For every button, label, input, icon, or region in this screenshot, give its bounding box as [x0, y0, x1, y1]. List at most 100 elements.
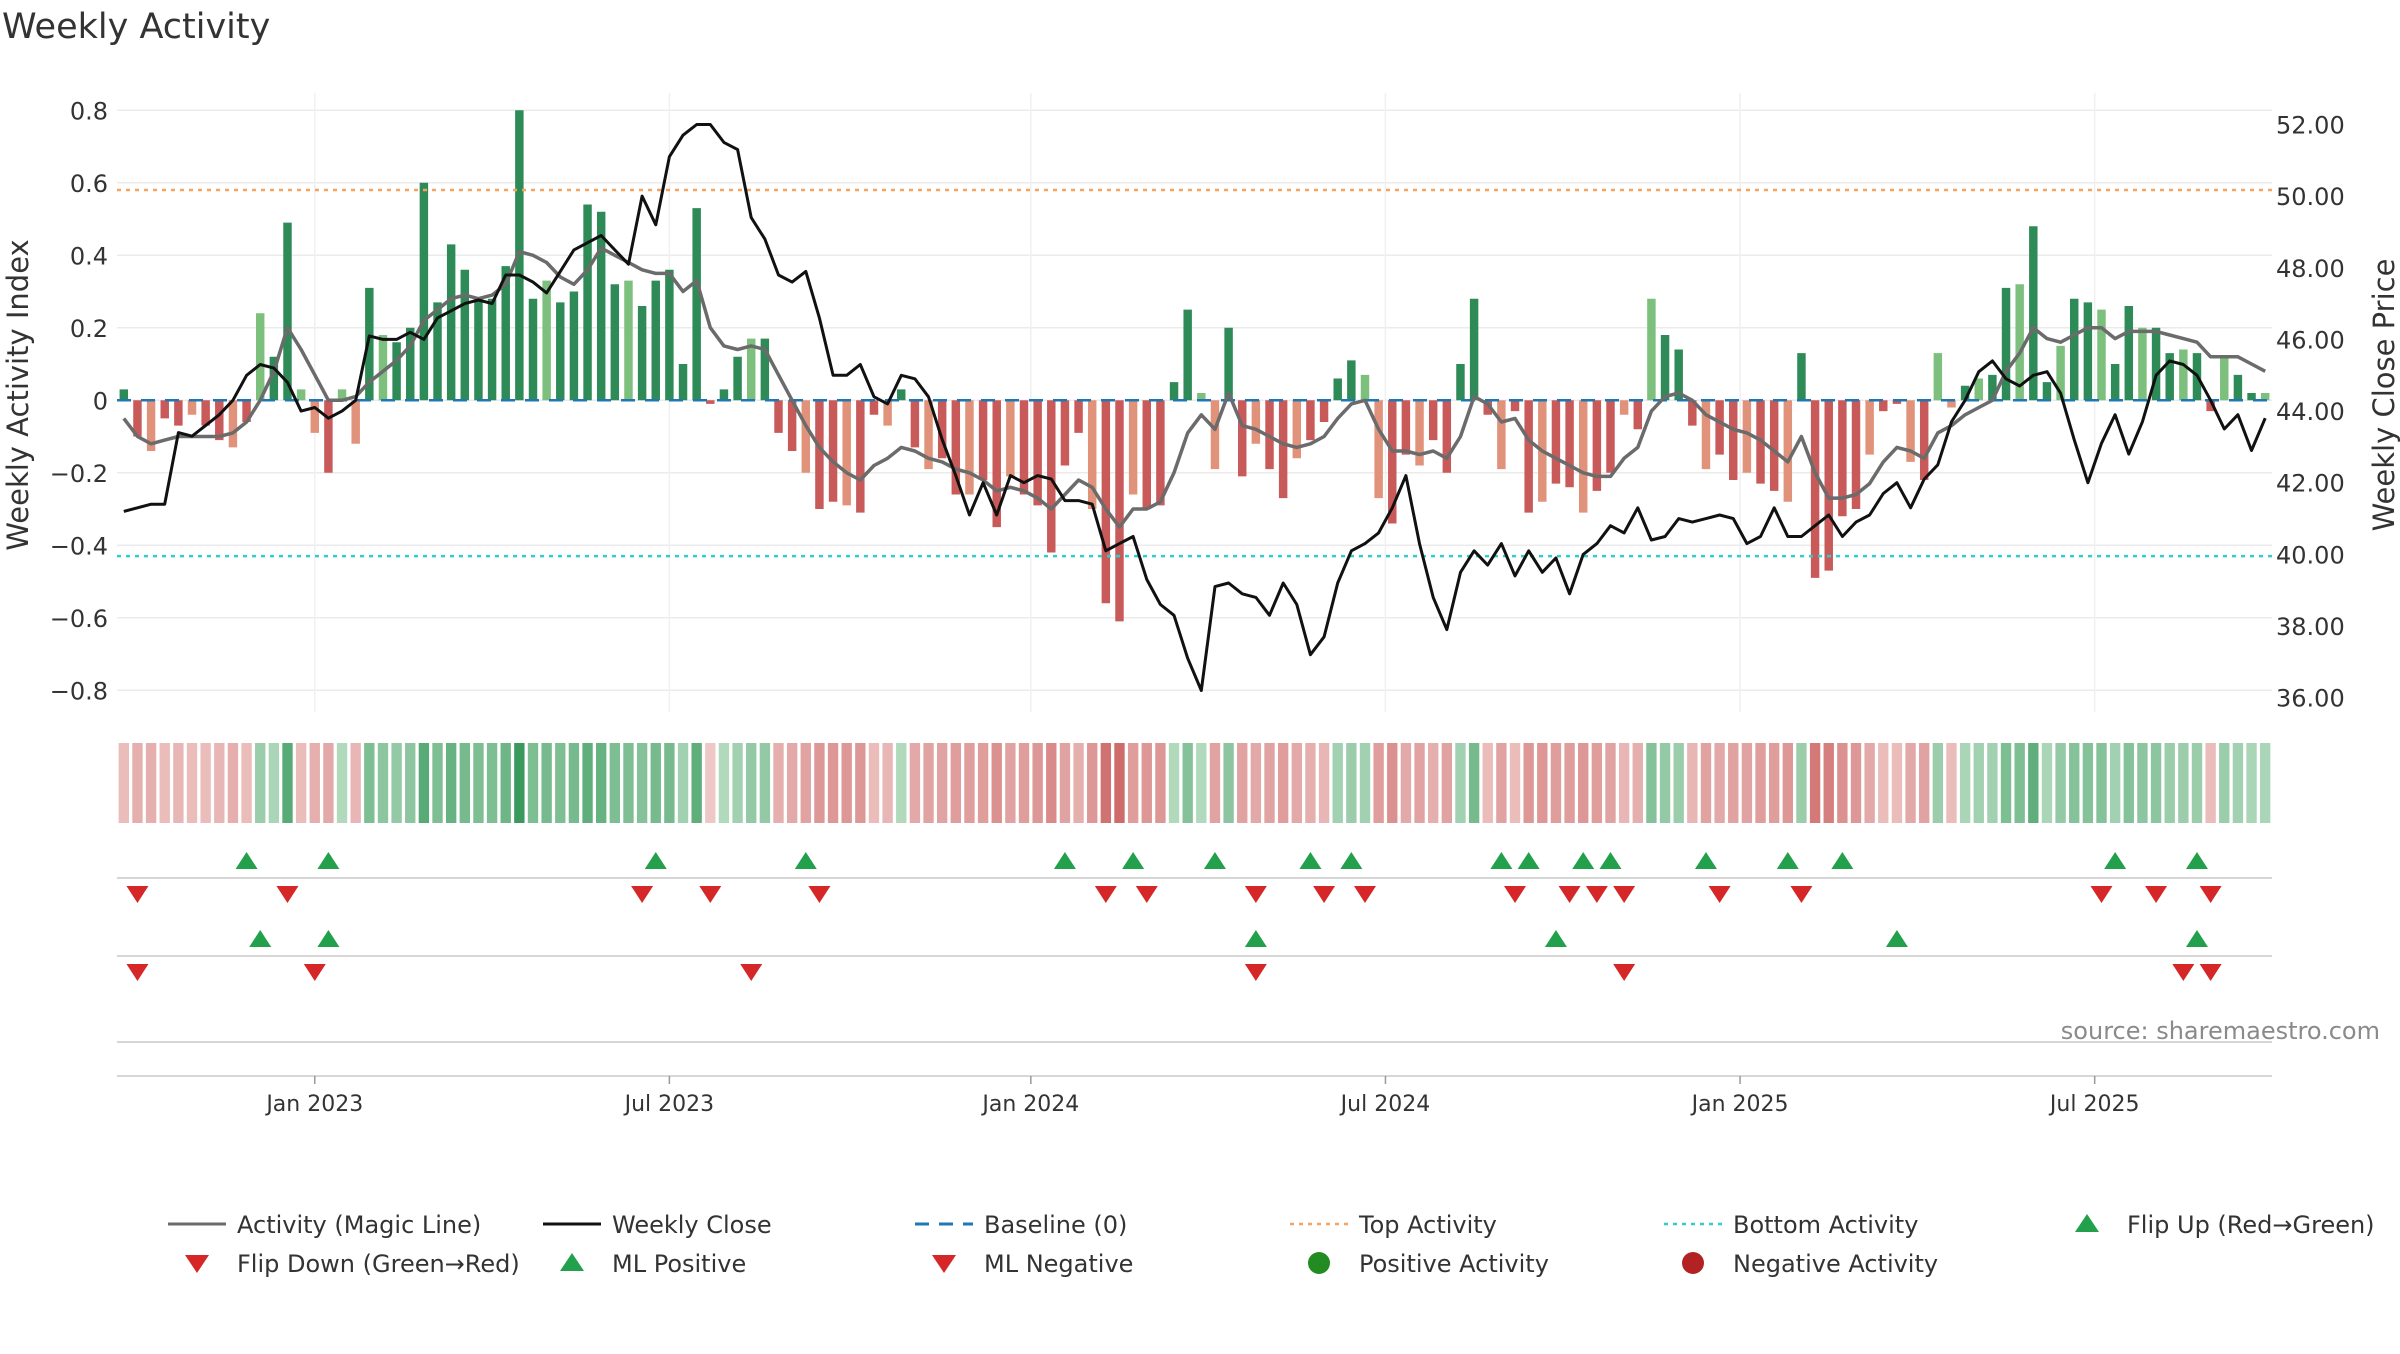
heat-strip-cell [1891, 743, 1903, 823]
activity-bar [1360, 374, 1370, 401]
heat-strip-cell [336, 743, 348, 823]
heat-strip-cell [1809, 743, 1821, 823]
flip-down-marker [1708, 886, 1731, 903]
activity-bar [556, 302, 565, 401]
activity-bar [1742, 400, 1752, 473]
heat-strip-cell [377, 743, 389, 823]
flip-down-marker [1313, 886, 1336, 903]
activity-bar [2247, 393, 2256, 401]
legend-label: Flip Up (Red→Green) [2127, 1211, 2375, 1239]
heat-strip-cell [500, 743, 511, 823]
flip-up-marker [235, 852, 258, 869]
activity-bar [187, 400, 197, 415]
ml-negative-marker [2172, 964, 2195, 981]
heat-strip-cell [1209, 743, 1221, 823]
flip-down-marker [1353, 886, 1376, 903]
legend-swatch [932, 1255, 956, 1273]
heat-strip-cell [732, 743, 743, 823]
heat-strip-cell [1591, 743, 1603, 823]
activity-bar [1674, 349, 1683, 401]
flip-up-marker [317, 852, 340, 869]
heat-strip-cell [2259, 743, 2271, 823]
heat-strip-cell [1550, 743, 1562, 823]
activity-bar [2097, 309, 2106, 401]
right-tick-label: 42.00 [2276, 470, 2345, 498]
activity-bar [255, 313, 265, 401]
heat-strip-cell [1182, 743, 1193, 823]
activity-bar [733, 356, 742, 401]
activity-bar [1524, 400, 1533, 513]
flip-down-marker [2145, 886, 2168, 903]
flip-up-marker [1831, 852, 1854, 869]
flip-down-marker [1790, 886, 1813, 903]
left-tick-label: −0.6 [50, 605, 108, 633]
flip-up-marker [2185, 852, 2208, 869]
activity-bar [1729, 400, 1738, 480]
activity-bar [787, 400, 797, 451]
heat-strip-cell [800, 743, 811, 823]
activity-bar [1715, 400, 1724, 455]
activity-bar [637, 306, 647, 401]
activity-bar [610, 284, 620, 401]
activity-bar [1442, 400, 1452, 473]
activity-bar [1592, 400, 1602, 491]
activity-bar [2151, 327, 2161, 401]
activity-bar [2260, 393, 2270, 401]
flip-up-marker [644, 852, 667, 869]
heat-strip-cell [214, 743, 225, 823]
activity-bar [2233, 374, 2243, 401]
heat-strip-cell [2232, 743, 2244, 823]
legend-item: Weekly Close [543, 1211, 772, 1239]
activity-bar [1224, 327, 1233, 401]
legend-label: Flip Down (Green→Red) [237, 1250, 520, 1278]
activity-bar [1428, 400, 1438, 441]
heat-strip-cell [159, 743, 170, 823]
activity-bar [842, 400, 851, 506]
activity-bar [1415, 400, 1424, 466]
activity-bar [678, 364, 688, 401]
activity-bar [501, 266, 510, 401]
activity-bar [365, 287, 374, 401]
heat-strip-cell [677, 743, 689, 823]
right-tick-label: 40.00 [2276, 541, 2345, 569]
ml-negative-marker [303, 964, 326, 981]
heat-strip-cell [609, 743, 621, 823]
activity-bar [1606, 400, 1615, 473]
heat-strip-cell [118, 743, 130, 823]
source-watermark: source: sharemaestro.com [2061, 1017, 2380, 1045]
activity-bar [1101, 400, 1111, 604]
heat-strip-cell [473, 743, 484, 823]
activity-bar [1210, 400, 1220, 470]
legend-item: Baseline (0) [915, 1211, 1127, 1239]
heat-strip-cell [786, 743, 798, 823]
flip-up-marker [1776, 852, 1799, 869]
heat-strip-cell [964, 743, 975, 823]
heat-strip-cell [1823, 743, 1834, 823]
activity-bar [1578, 400, 1588, 513]
flip-down-marker [2199, 886, 2222, 903]
activity-bar [201, 400, 210, 426]
legend-item: Negative Activity [1682, 1250, 1938, 1278]
activity-bar [719, 389, 729, 401]
heat-strip-cell [568, 743, 580, 823]
heat-strip-cell [623, 743, 634, 823]
x-tick-label: Jan 2023 [264, 1092, 363, 1117]
heat-strip-cell [186, 743, 198, 823]
activity-bar [951, 400, 961, 495]
activity-bar [1197, 393, 1206, 401]
left-tick-label: −0.8 [50, 677, 108, 705]
activity-bar [815, 400, 824, 509]
activity-bar [1851, 400, 1861, 509]
heat-strip-cell [650, 743, 661, 823]
activity-bar [228, 400, 238, 448]
x-tick-label: Jan 2024 [980, 1092, 1079, 1117]
activity-bar [624, 280, 633, 401]
heat-strip-cell [814, 743, 825, 823]
heat-strip-cell [691, 743, 702, 823]
heat-strip-cell [1482, 743, 1493, 823]
left-tick-label: 0.8 [70, 97, 108, 125]
heat-strip-cell [827, 743, 839, 823]
heat-strip-cell [1973, 743, 1984, 823]
heat-strip-cell [1046, 743, 1057, 823]
activity-bar [351, 400, 360, 444]
